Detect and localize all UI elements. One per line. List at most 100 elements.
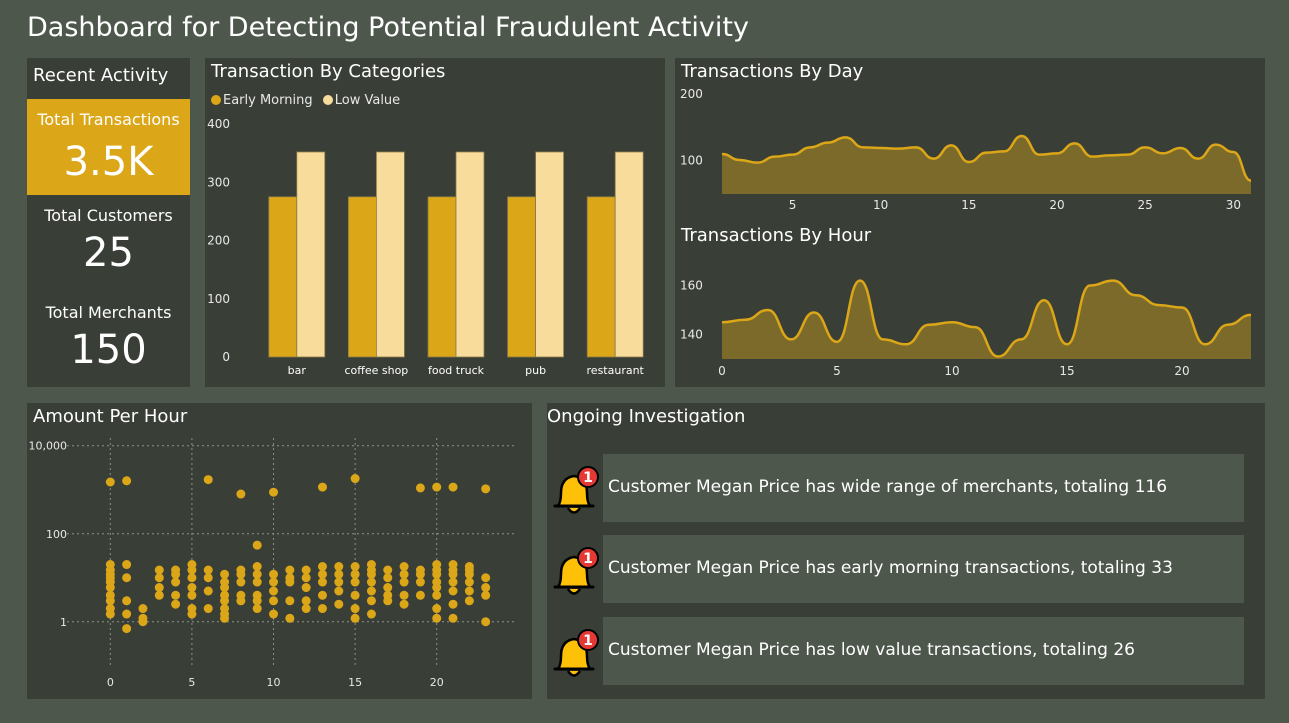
scatter-point [334,562,344,572]
scatter-point [269,569,279,579]
kpi-total-transactions[interactable]: Total Transactions 3.5K [27,99,190,195]
scatter-point [432,482,442,492]
scatter-point [317,482,327,492]
x-tick-label: bar [288,364,307,377]
scatter-point [187,590,197,600]
scatter-point [122,609,132,619]
investigation-item[interactable]: 1 Customer Megan Price has wide range of… [547,454,1265,522]
page-title: Dashboard for Detecting Potential Fraudu… [27,12,749,43]
scatter-point [252,577,262,587]
y-tick-label: 100 [207,292,230,306]
scatter-point [448,482,458,492]
scatter-point [448,613,458,623]
legend-item-early-morning[interactable]: Early Morning [211,93,313,108]
legend-dot-icon [211,95,221,105]
scatter-point [269,577,279,587]
scatter-point [317,569,327,579]
scatter-point [220,604,230,614]
scatter-point [366,577,376,587]
day-series-line [721,134,1252,182]
scatter-point [415,590,425,600]
scatter-point [399,599,409,609]
bar [614,151,644,358]
scatter-point [432,604,442,614]
scatter-point [415,483,425,493]
investigation-card: Customer Megan Price has low value trans… [603,617,1244,685]
kpi-total-customers-label: Total Customers [44,206,173,225]
scatter-point [171,590,181,600]
scatter-point [187,604,197,614]
scatter-point [350,562,360,572]
scatter-point [220,590,230,600]
scatter-point [105,590,115,600]
scatter-point [350,604,360,614]
scatter-point [350,613,360,623]
scatter-point [105,560,115,570]
day-x-tick-label: 10 [873,198,888,212]
scatter-point [464,596,474,606]
scatter-point [334,599,344,609]
x-tick-label: pub [525,364,546,377]
scatter-point [481,583,491,593]
scatter-point [203,586,213,596]
scatter-point [285,573,295,583]
bar [296,151,326,358]
x-tick-label: 5 [188,676,195,689]
scatter-point [464,577,474,587]
kpi-total-merchants-value: 150 [70,327,147,373]
scatter-point [252,569,262,579]
scatter-point [269,596,279,606]
scatter-point [334,569,344,579]
scatter-point [154,573,164,583]
bar [507,196,537,358]
scatter-point [350,590,360,600]
x-tick-label: food truck [428,364,485,377]
bar [375,151,405,358]
scatter-point [154,590,164,600]
bar [535,151,565,358]
scatter-point [301,573,311,583]
investigation-item[interactable]: 1 Customer Megan Price has early morning… [547,535,1265,603]
legend-label: Low Value [334,93,401,108]
scatter-point [203,565,213,575]
scatter-point [236,565,246,575]
bar [427,196,457,358]
scatter-point [334,586,344,596]
scatter-point [171,599,181,609]
day-chart-title: Transactions By Day [681,61,864,82]
scatter-point [122,560,132,570]
scatter-point [399,590,409,600]
alert-badge-count: 1 [583,551,593,567]
hour-x-tick-label: 15 [1059,364,1074,378]
scatter-point [448,560,458,570]
investigation-item[interactable]: 1 Customer Megan Price has low value tra… [547,617,1265,685]
scatter-point [399,577,409,587]
kpi-total-customers[interactable]: Total Customers 25 [27,206,190,286]
x-tick-label: 20 [430,676,444,689]
scatter-point [252,540,262,550]
day-x-tick-label: 5 [789,198,797,212]
scatter-point [317,604,327,614]
scatter-point [154,583,164,593]
scatter-point [350,577,360,587]
x-tick-label: coffee shop [344,364,408,377]
amount-chart-title: Amount Per Hour [33,406,188,427]
investigation-card: Customer Megan Price has wide range of m… [603,454,1244,522]
scatter-point [301,596,311,606]
investigation-title: Ongoing Investigation [547,406,746,427]
day-x-tick-label: 25 [1138,198,1153,212]
kpi-total-merchants[interactable]: Total Merchants 150 [27,303,190,383]
bar [268,196,298,358]
legend-item-low-value[interactable]: Low Value [322,93,401,108]
hour-y-tick-label: 140 [680,328,703,342]
kpi-panel: Recent Activity Total Transactions 3.5K … [27,58,190,387]
scatter-point [236,489,246,499]
scatter-point [220,577,230,587]
kpi-total-transactions-label: Total Transactions [37,110,180,129]
hour-series-line [721,279,1252,358]
scatter-point [366,596,376,606]
time-area-charts: 100 200 5 10 15 20 25 30 140 160 0 5 10 15 20 [680,87,1252,378]
scatter-point [122,596,132,606]
x-tick-label: restaurant [587,364,645,377]
scatter-point [481,590,491,600]
